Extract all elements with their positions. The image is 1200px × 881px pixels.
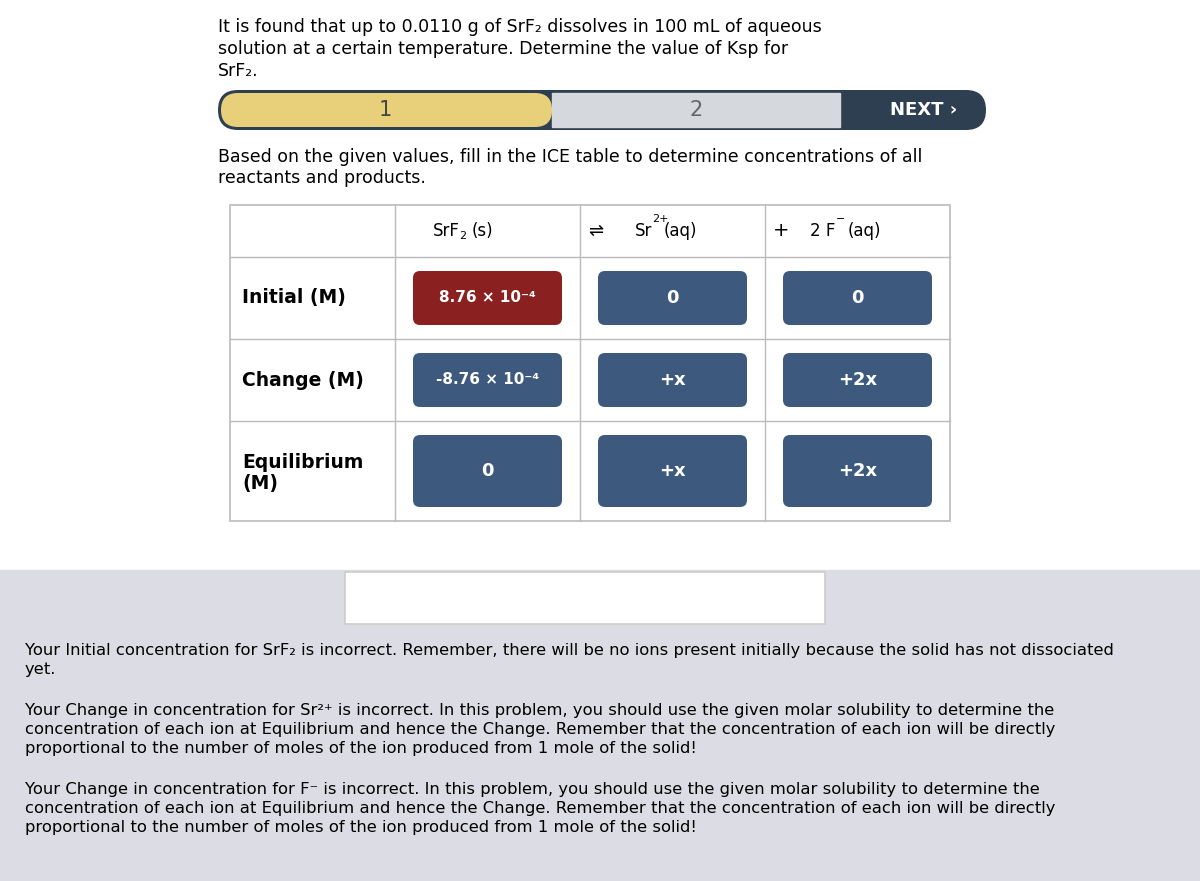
- Text: 2: 2: [460, 231, 467, 241]
- Text: 8.76 × 10⁻⁴: 8.76 × 10⁻⁴: [439, 291, 536, 306]
- Text: +: +: [773, 221, 790, 241]
- Text: SrF₂.: SrF₂.: [218, 62, 259, 80]
- Text: Sr: Sr: [635, 222, 653, 240]
- Text: -8.76 × 10⁻⁴: -8.76 × 10⁻⁴: [436, 373, 539, 388]
- Text: SrF: SrF: [433, 222, 460, 240]
- Text: +x: +x: [659, 462, 686, 480]
- FancyBboxPatch shape: [413, 435, 562, 507]
- Text: Your Change in concentration for Sr²⁺ is incorrect. In this problem, you should : Your Change in concentration for Sr²⁺ is…: [25, 703, 1055, 718]
- Text: concentration of each ion at Equilibrium and hence the Change. Remember that the: concentration of each ion at Equilibrium…: [25, 722, 1056, 737]
- Text: Equilibrium: Equilibrium: [242, 453, 364, 471]
- FancyBboxPatch shape: [218, 90, 986, 130]
- Text: concentration of each ion at Equilibrium and hence the Change. Remember that the: concentration of each ion at Equilibrium…: [25, 801, 1056, 816]
- FancyBboxPatch shape: [598, 271, 746, 325]
- Text: (aq): (aq): [664, 222, 697, 240]
- FancyBboxPatch shape: [784, 353, 932, 407]
- FancyBboxPatch shape: [598, 353, 746, 407]
- Text: Your Initial concentration for SrF₂ is incorrect. Remember, there will be no ion: Your Initial concentration for SrF₂ is i…: [25, 643, 1114, 658]
- Text: 0: 0: [481, 462, 493, 480]
- Text: proportional to the number of moles of the ion produced from 1 mole of the solid: proportional to the number of moles of t…: [25, 820, 697, 835]
- FancyBboxPatch shape: [413, 353, 562, 407]
- Text: 2: 2: [690, 100, 703, 120]
- Text: proportional to the number of moles of the ion produced from 1 mole of the solid: proportional to the number of moles of t…: [25, 741, 697, 756]
- Text: 0: 0: [666, 289, 679, 307]
- FancyBboxPatch shape: [784, 271, 932, 325]
- Text: 1: 1: [378, 100, 391, 120]
- Bar: [346, 572, 826, 624]
- Text: (aq): (aq): [847, 222, 881, 240]
- Text: 0: 0: [851, 289, 864, 307]
- Text: −: −: [835, 214, 845, 224]
- Bar: [552, 93, 840, 127]
- Text: reactants and products.: reactants and products.: [218, 169, 426, 187]
- Text: 2+: 2+: [653, 214, 670, 224]
- FancyBboxPatch shape: [221, 93, 552, 127]
- Text: +2x: +2x: [838, 462, 877, 480]
- Text: Change (M): Change (M): [242, 371, 364, 389]
- Text: (s): (s): [472, 222, 493, 240]
- Bar: [230, 205, 950, 521]
- Text: +2x: +2x: [838, 371, 877, 389]
- FancyBboxPatch shape: [413, 271, 562, 325]
- Text: NEXT ›: NEXT ›: [890, 101, 958, 119]
- Text: Initial (M): Initial (M): [242, 288, 346, 307]
- Text: +x: +x: [659, 371, 686, 389]
- Text: yet.: yet.: [25, 662, 56, 677]
- Bar: [0, 0, 1200, 570]
- Text: (M): (M): [242, 473, 278, 492]
- Text: solution at a certain temperature. Determine the value of Ksp for: solution at a certain temperature. Deter…: [218, 40, 788, 58]
- Text: ⇌: ⇌: [588, 222, 604, 240]
- Text: Based on the given values, fill in the ICE table to determine concentrations of : Based on the given values, fill in the I…: [218, 148, 923, 166]
- Text: It is found that up to 0.0110 g of SrF₂ dissolves in 100 mL of aqueous: It is found that up to 0.0110 g of SrF₂ …: [218, 18, 822, 36]
- Text: Your Change in concentration for F⁻ is incorrect. In this problem, you should us: Your Change in concentration for F⁻ is i…: [25, 782, 1039, 797]
- FancyBboxPatch shape: [784, 435, 932, 507]
- FancyBboxPatch shape: [598, 435, 746, 507]
- Text: 2 F: 2 F: [810, 222, 835, 240]
- Bar: [0, 570, 1200, 881]
